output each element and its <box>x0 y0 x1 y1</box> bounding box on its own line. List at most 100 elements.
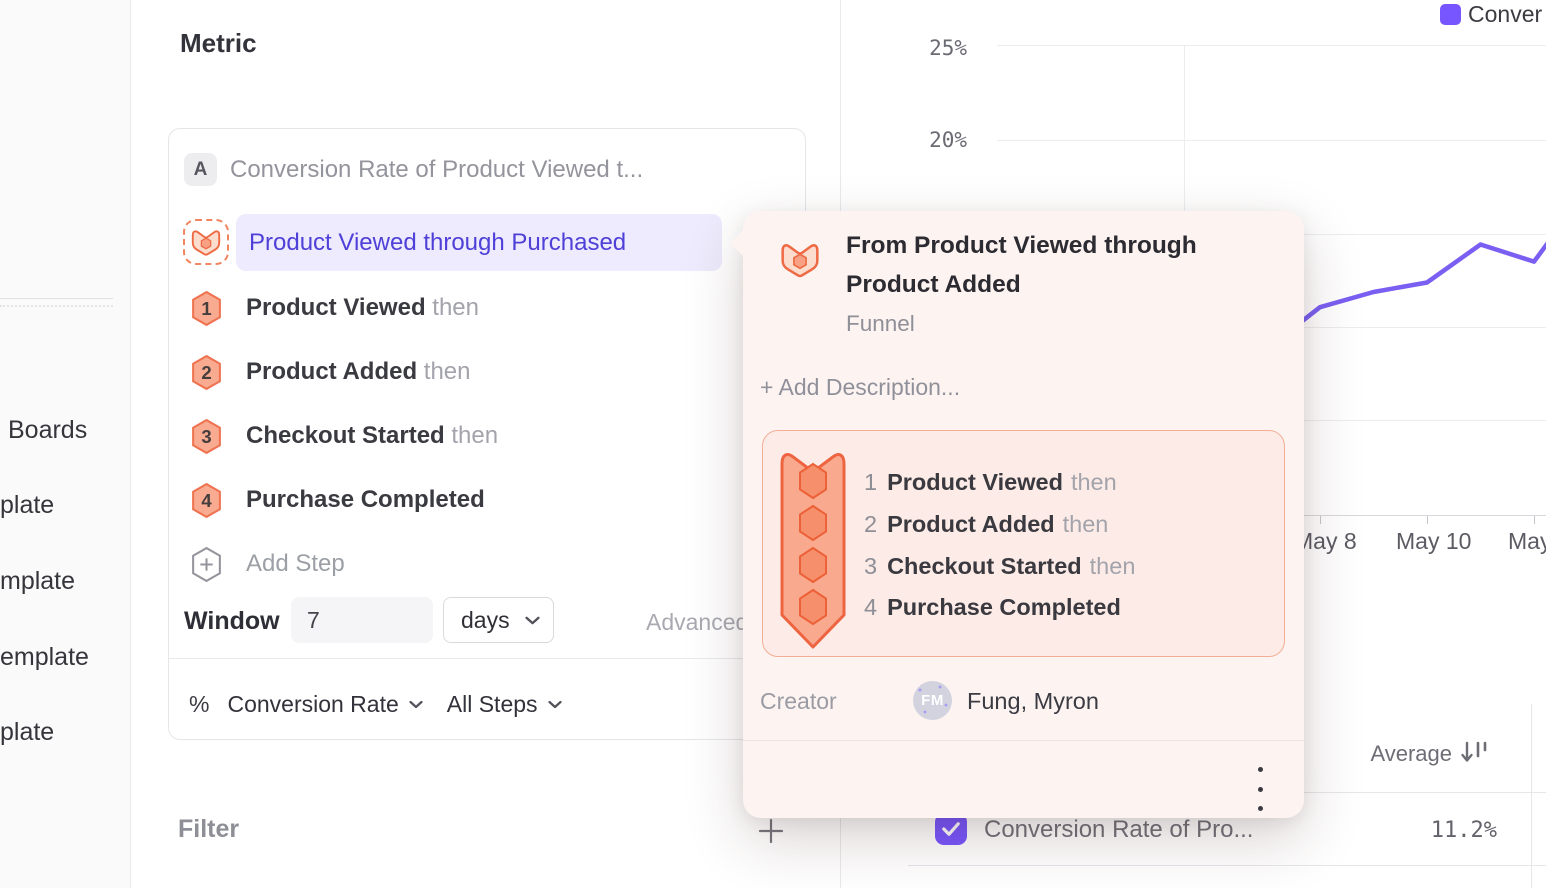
x-tick-may10: May 10 <box>1396 528 1472 554</box>
selected-funnel-name: Product Viewed through Purchased <box>249 228 627 256</box>
step-2-badge: 2 <box>190 354 223 391</box>
sidebar-item-boards[interactable]: Boards <box>8 416 88 444</box>
svg-text:4: 4 <box>201 490 212 511</box>
funnel-banner-icon <box>780 453 846 649</box>
measure-scope-chevron[interactable] <box>547 700 562 709</box>
sidebar-item-template-4[interactable]: plate <box>0 718 55 746</box>
popover-step-1: 1 Product Viewed then <box>864 467 1117 497</box>
step-3-suffix: then <box>451 422 499 449</box>
step-4-name: Purchase Completed <box>246 486 485 513</box>
funnel-icon <box>781 244 819 278</box>
step-2-name: Product Added <box>246 358 418 385</box>
x-tick-may8: May 8 <box>1294 528 1357 554</box>
sidebar-item-template-3[interactable]: emplate <box>0 643 89 671</box>
creator-label: Creator <box>760 688 837 714</box>
selected-funnel-row[interactable]: Product Viewed through Purchased <box>236 214 722 271</box>
popover-step-1-suffix: then <box>1070 468 1117 495</box>
conversion-line-chart[interactable] <box>841 0 1546 560</box>
creator-avatar: FM <box>913 681 952 720</box>
popover-step-2: 2 Product Added then <box>864 509 1108 539</box>
creator-name: Fung, Myron <box>967 688 1099 714</box>
popover-step-1-num: 1 <box>864 468 878 495</box>
table-row-label[interactable]: Conversion Rate of Pro... <box>984 816 1254 843</box>
funnel-step-row-2[interactable]: 2 Product Added then <box>190 353 471 391</box>
table-header-average[interactable]: Average <box>1370 741 1452 766</box>
filter-section-title: Filter <box>178 815 240 843</box>
hexagon-step-icon: 4 <box>192 482 221 518</box>
legend-label[interactable]: Conver <box>1468 1 1543 27</box>
series-title[interactable]: Conversion Rate of Product Viewed t... <box>230 156 644 183</box>
step-1-name: Product Viewed <box>246 294 426 321</box>
y-tick-20: 20% <box>929 128 967 152</box>
popover-subtitle: Funnel <box>846 311 915 336</box>
add-filter-plus-icon[interactable] <box>757 817 785 845</box>
card-divider <box>169 658 805 659</box>
measure-type-dropdown[interactable]: Conversion Rate <box>227 690 399 717</box>
window-label: Window <box>184 607 280 635</box>
gridline-25 <box>997 45 1546 46</box>
svg-text:1: 1 <box>201 298 211 319</box>
legend-swatch <box>1440 4 1461 25</box>
x-tick-may12: May <box>1508 528 1546 554</box>
line-series <box>1264 241 1546 352</box>
add-description-button[interactable]: + Add Description... <box>760 374 961 400</box>
measurement-row: % Conversion Rate All Steps <box>189 687 586 721</box>
funnel-icon <box>191 229 221 256</box>
funnel-steps-panel: 1 Product Viewed then 2 Product Added th… <box>762 430 1285 657</box>
hexagon-step-icon: 1 <box>192 290 221 326</box>
x-tickmark-may8 <box>1320 516 1321 524</box>
gridline-20 <box>997 140 1546 141</box>
popover-step-3-num: 3 <box>864 552 878 579</box>
hexagon-step-icon: 2 <box>192 354 221 390</box>
step-1-suffix: then <box>432 294 479 321</box>
series-checkbox[interactable] <box>935 813 967 845</box>
sidebar-item-template-2[interactable]: mplate <box>0 567 76 595</box>
plus-hexagon-icon <box>192 546 221 582</box>
funnel-step-row-3[interactable]: 3 Checkout Started then <box>190 417 498 455</box>
hexagon-step-icon: 3 <box>192 418 221 454</box>
sort-descending-icon[interactable] <box>1459 739 1491 767</box>
table-row-average-value: 11.2% <box>1430 818 1497 843</box>
svg-text:3: 3 <box>201 426 211 447</box>
x-tickmark-may10 <box>1427 516 1428 524</box>
x-tickmark-may12 <box>1534 516 1535 524</box>
funnel-step-row-4[interactable]: 4 Purchase Completed <box>190 481 485 519</box>
step-3-name: Checkout Started <box>246 422 445 449</box>
popover-step-3-name: Checkout Started <box>887 552 1082 579</box>
popover-step-4: 4 Purchase Completed <box>864 592 1121 622</box>
chevron-down-icon <box>547 700 562 708</box>
advanced-link[interactable]: Advanced <box>646 609 749 635</box>
svg-text:2: 2 <box>201 362 211 383</box>
table-column-border <box>1531 704 1532 888</box>
step-3-badge: 3 <box>190 418 223 455</box>
measure-scope-dropdown[interactable]: All Steps <box>446 690 538 717</box>
popover-step-4-num: 4 <box>864 593 878 620</box>
metric-card: A Conversion Rate of Product Viewed t...… <box>168 128 806 740</box>
series-letter-badge: A <box>184 153 217 186</box>
sidebar-divider-dots <box>0 305 113 307</box>
popover-step-3: 3 Checkout Started then <box>864 551 1135 581</box>
popover-step-1-name: Product Viewed <box>887 468 1063 495</box>
window-unit-select[interactable]: days <box>443 597 554 643</box>
sidebar: Boards plate mplate emplate plate <box>0 0 131 888</box>
step-1-badge: 1 <box>190 290 223 327</box>
add-step-label: Add Step <box>246 550 345 577</box>
chevron-down-icon <box>525 616 540 624</box>
sidebar-item-template-1[interactable]: plate <box>0 491 55 519</box>
popover-step-2-num: 2 <box>864 510 878 537</box>
measure-type-chevron[interactable] <box>409 700 423 709</box>
funnel-details-popover: From Product Viewed through Product Adde… <box>730 211 1304 818</box>
metric-section-title: Metric <box>180 28 257 58</box>
window-value-input[interactable] <box>291 597 433 643</box>
step-2-suffix: then <box>423 358 471 385</box>
funnel-step-row-1[interactable]: 1 Product Viewed then <box>190 289 479 327</box>
add-step-button[interactable]: Add Step <box>190 545 345 583</box>
popover-step-4-name: Purchase Completed <box>887 593 1121 620</box>
popover-step-2-name: Product Added <box>887 510 1055 537</box>
more-options-button[interactable] <box>1250 767 1270 811</box>
popover-step-3-suffix: then <box>1089 552 1136 579</box>
funnel-drag-handle[interactable] <box>183 219 229 265</box>
chevron-down-icon <box>409 700 423 708</box>
table-row-border <box>908 865 1546 866</box>
